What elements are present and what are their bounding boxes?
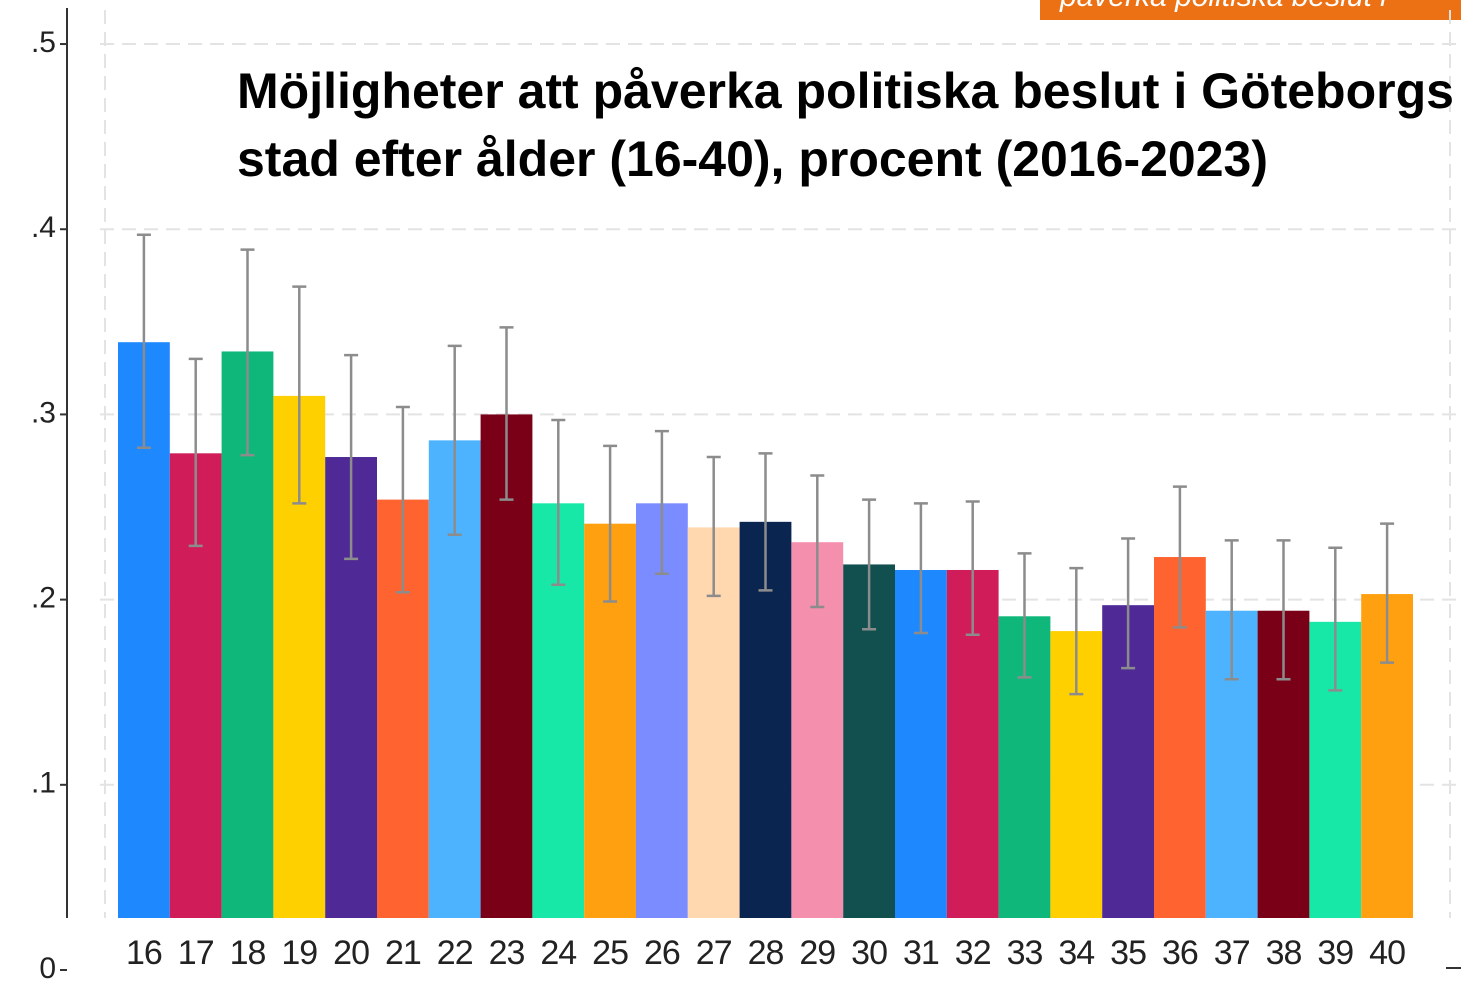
y-tick-label: 0: [39, 952, 56, 985]
error-bar: [1224, 539, 1239, 681]
annotation: påverka politiska beslut i: [1059, 0, 1388, 13]
error-bar: [551, 418, 566, 587]
error-bar: [810, 474, 825, 609]
error-bar: [395, 405, 410, 594]
chart-title: Möjligheter att påverka politiska beslut…: [237, 63, 1454, 119]
error-bar: [1276, 539, 1291, 681]
x-tick-label: 26: [644, 934, 680, 972]
x-tick-label: 33: [1007, 934, 1043, 972]
x-tick-label: 21: [385, 934, 421, 972]
x-tick-label: 32: [955, 934, 991, 972]
x-tick-label: 19: [281, 934, 317, 972]
error-bar: [292, 285, 307, 505]
x-tick-label: 38: [1266, 934, 1302, 972]
error-bar: [706, 455, 721, 598]
x-tick-label: 25: [592, 934, 628, 972]
error-bar: [1069, 566, 1084, 696]
x-tick-label: 20: [333, 934, 369, 972]
y-tick-label: .3: [31, 396, 56, 429]
error-bar: [1380, 522, 1395, 664]
annotation-box: [1040, 0, 1461, 20]
error-bar: [603, 444, 618, 603]
error-bar: [965, 500, 980, 637]
error-bar: [447, 344, 462, 537]
error-bar: [913, 502, 928, 635]
y-tick-label: .2: [31, 582, 56, 615]
x-tick-label: 39: [1317, 934, 1353, 972]
error-bar: [1017, 552, 1032, 679]
x-tick-label: 36: [1162, 934, 1198, 972]
error-bar: [1328, 546, 1343, 692]
chart-title: stad efter ålder (16-40), procent (2016-…: [237, 131, 1268, 187]
y-tick-label: .5: [31, 26, 56, 59]
x-tick-label: 22: [437, 934, 473, 972]
x-tick-label: 35: [1110, 934, 1146, 972]
x-tick-label: 18: [230, 934, 266, 972]
error-bar: [1172, 485, 1187, 629]
error-bar: [758, 452, 773, 592]
x-tick-label: 24: [540, 934, 576, 972]
x-tick-label: 23: [489, 934, 525, 972]
error-bar: [654, 429, 669, 575]
error-bar: [862, 498, 877, 631]
error-bar: [1121, 537, 1136, 670]
y-tick-label: .4: [31, 211, 56, 244]
error-bar: [136, 233, 151, 450]
x-tick-label: 37: [1214, 934, 1250, 972]
error-bar: [344, 353, 359, 561]
error-bar: [188, 357, 203, 548]
x-tick-label: 29: [799, 934, 835, 972]
x-tick-label: 30: [851, 934, 887, 972]
x-tick-label: 31: [903, 934, 939, 972]
y-tick-label: .1: [31, 767, 56, 800]
x-tick-label: 17: [178, 934, 214, 972]
x-tick-label: 34: [1058, 934, 1094, 972]
x-tick-label: 27: [696, 934, 732, 972]
error-bar: [499, 326, 514, 501]
x-tick-label: 28: [748, 934, 784, 972]
x-tick-label: 16: [126, 934, 162, 972]
error-bar: [240, 248, 255, 457]
x-tick-label: 40: [1369, 934, 1405, 972]
